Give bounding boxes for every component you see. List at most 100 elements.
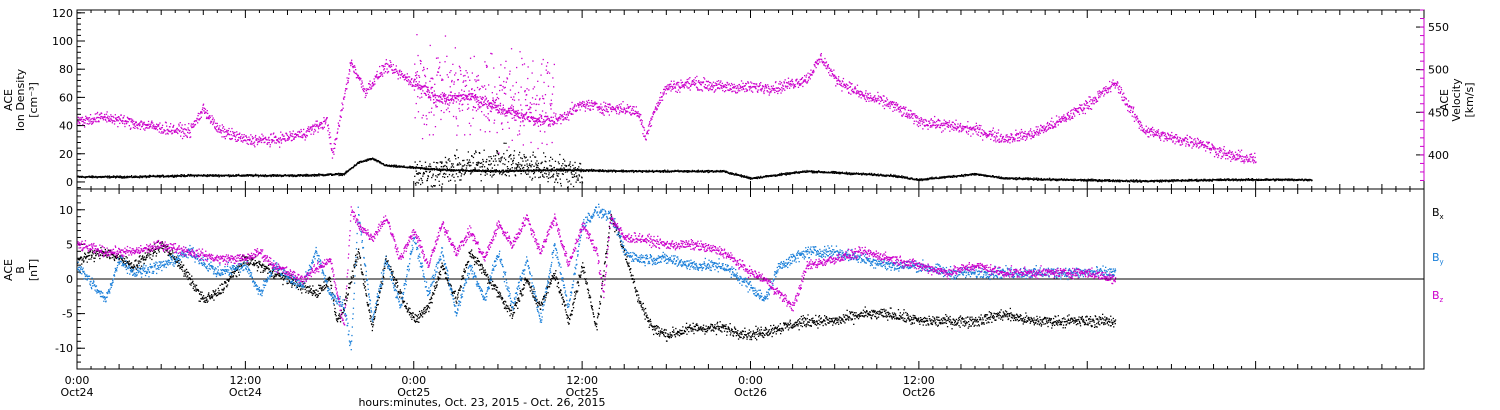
top-density_bursts-point: [573, 174, 575, 176]
top-density-point: [694, 170, 696, 172]
top-velocity-point: [241, 134, 243, 136]
top-density-point: [438, 168, 441, 170]
top-velocity-point: [223, 131, 225, 133]
top-velocity-point: [218, 128, 220, 130]
top-velocity-point: [121, 119, 123, 122]
top-density-point: [839, 172, 841, 174]
top-velocity-point: [98, 121, 100, 123]
top-density-point: [876, 174, 878, 176]
top-density-point: [448, 169, 451, 172]
top-density-point: [815, 171, 818, 174]
top-density-point: [641, 170, 643, 172]
top-velocity-point: [236, 133, 239, 136]
top-density_bursts-point: [575, 176, 578, 178]
top-density-point: [1131, 180, 1133, 182]
top-density-point: [1150, 179, 1153, 182]
top-density-point: [88, 176, 91, 178]
top-density_bursts-point: [476, 162, 478, 164]
top-density_bursts-point: [440, 171, 442, 173]
top-velocity-point: [260, 138, 262, 140]
top-density-point: [393, 164, 395, 166]
top-velocity-point: [159, 127, 161, 129]
top-density_bursts-point: [500, 159, 502, 161]
top-density-point: [205, 174, 208, 176]
top-velocity-point: [142, 124, 144, 126]
top-density-point: [262, 174, 264, 176]
top-density-point: [1281, 179, 1283, 182]
top-density-point: [758, 176, 760, 178]
top-velocity-point: [317, 126, 319, 128]
top-density-point: [355, 164, 358, 166]
top-density-point: [1311, 179, 1313, 181]
top-velocity-point: [222, 130, 224, 132]
top-velocity-point: [159, 122, 161, 124]
top-density_bursts-point: [447, 159, 449, 161]
top-velocity-point: [227, 130, 229, 132]
top-density-point: [715, 170, 717, 172]
top-density-point: [578, 168, 580, 171]
top-density-point: [243, 174, 245, 176]
top-density-point: [708, 171, 710, 173]
top-density-point: [647, 171, 649, 173]
top-velocity-point: [255, 138, 257, 140]
top-velocity-point: [192, 123, 194, 125]
top-density-point: [299, 175, 301, 177]
top-velocity-point: [287, 138, 289, 140]
top-density-point: [1182, 179, 1184, 181]
top-density-point: [832, 170, 835, 173]
top-velocity-point: [85, 115, 87, 117]
top-velocity-point: [96, 111, 99, 114]
top-density-point: [1291, 179, 1293, 181]
top-velocity-point: [209, 122, 212, 124]
top-density-point: [1042, 179, 1044, 181]
top-density_bursts-point: [577, 177, 579, 179]
top-density-point: [1016, 178, 1018, 180]
top-density-point: [1119, 181, 1121, 183]
top-velocity-point: [327, 130, 329, 132]
top-velocity-point: [167, 128, 169, 131]
top-density-point: [366, 159, 369, 161]
top-density_bursts-point: [557, 181, 559, 184]
top-density-point: [904, 176, 907, 178]
top-density-point: [237, 174, 239, 177]
top-density-point: [307, 175, 309, 177]
top-velocity-point: [322, 128, 324, 130]
top-velocity-point: [124, 120, 126, 123]
top-velocity-point: [115, 118, 117, 120]
top-velocity-point: [140, 120, 142, 122]
top-density_bursts-point: [562, 158, 565, 160]
top-velocity-point: [99, 117, 102, 120]
top-density-point: [462, 168, 464, 171]
top-density-point: [579, 169, 582, 171]
top-velocity-point: [333, 142, 335, 145]
top-density-point: [173, 175, 175, 177]
top-density-point: [303, 175, 305, 177]
top-velocity-point: [87, 117, 89, 119]
top-velocity-point: [174, 131, 176, 133]
top-density-point: [520, 169, 522, 171]
top-velocity-point: [247, 143, 249, 145]
top-density-point: [721, 170, 723, 172]
top-density-point: [1040, 179, 1042, 181]
top-density_bursts-point: [452, 173, 454, 176]
top-density-point: [526, 170, 528, 172]
top-density-point: [1172, 179, 1174, 181]
top-velocity-point: [366, 92, 368, 94]
top-velocity-point: [389, 66, 391, 68]
top-density-point: [1065, 178, 1068, 180]
top-velocity-point: [409, 80, 411, 82]
top-density-point: [577, 169, 579, 171]
top-density-point: [1266, 178, 1268, 180]
top-density-point: [897, 176, 900, 178]
top-velocity-point: [292, 135, 294, 138]
top-density_bursts-point: [462, 159, 464, 162]
top-density_bursts-point: [417, 173, 419, 175]
top-velocity-point: [249, 143, 252, 145]
top-velocity-point: [379, 65, 381, 68]
top-density-point: [875, 174, 877, 176]
top-velocity-point: [433, 99, 435, 101]
top-density_bursts-point: [420, 183, 422, 186]
top-velocity-point: [474, 99, 476, 101]
top-density-point: [1164, 180, 1167, 183]
top-density-point: [116, 175, 119, 177]
